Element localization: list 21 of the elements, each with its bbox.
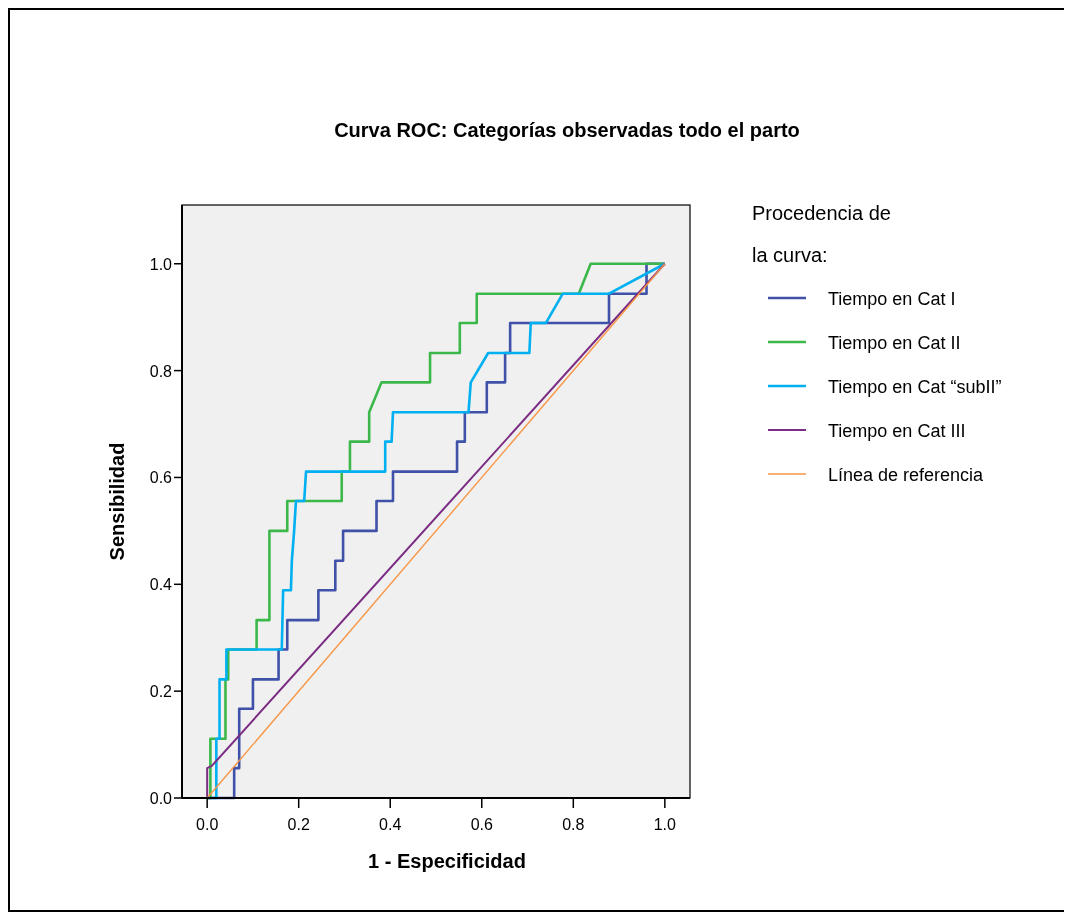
y-tick-label: 0.4 xyxy=(149,576,173,594)
y-tick-label: 0.8 xyxy=(149,362,173,380)
x-tick-label: 0.2 xyxy=(287,816,310,833)
y-tick-label: 1.0 xyxy=(149,255,173,273)
legend-label: Tiempo en Cat III xyxy=(828,421,966,441)
y-tick-label: 0.2 xyxy=(149,683,173,701)
x-axis-title: 1 - Especificidad xyxy=(368,850,526,872)
legend-label: Tiempo en Cat “subII” xyxy=(828,377,1002,397)
x-tick-label: 0.0 xyxy=(196,816,219,833)
legend-label: Línea de referencia xyxy=(828,465,985,485)
legend-label: Tiempo en Cat I xyxy=(828,289,956,309)
legend-label: Tiempo en Cat II xyxy=(828,333,961,353)
y-tick-label: 0.0 xyxy=(149,790,173,807)
x-tick-label: 0.8 xyxy=(562,816,585,833)
y-tick-label: 0.6 xyxy=(149,469,173,487)
chart-title: Curva ROC: Categorías observadas todo el parto xyxy=(334,119,800,141)
x-tick-label: 0.6 xyxy=(470,816,493,833)
x-tick-label: 1.0 xyxy=(653,816,677,833)
y-axis-title: Sensibilidad xyxy=(106,442,128,561)
x-tick-label: 0.4 xyxy=(379,816,402,833)
legend-title: Procedencia de la curva: xyxy=(752,202,891,266)
